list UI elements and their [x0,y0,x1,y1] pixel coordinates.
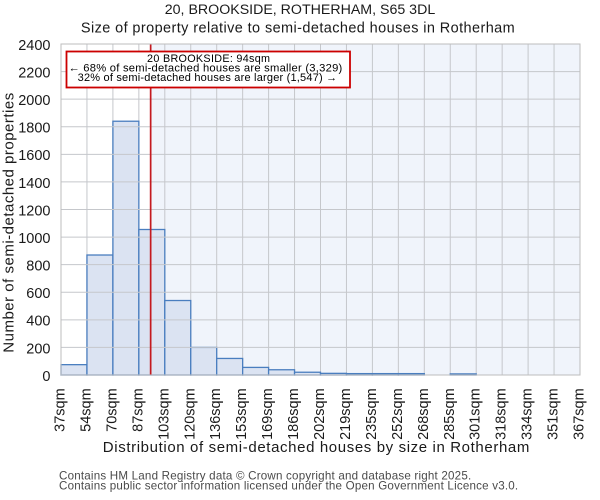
svg-text:70sqm: 70sqm [104,388,120,432]
svg-text:2400: 2400 [18,38,50,54]
svg-text:600: 600 [26,286,50,302]
svg-text:367sqm: 367sqm [572,388,588,440]
svg-text:Contains HM Land Registry data: Contains HM Land Registry data © Crown c… [59,470,471,483]
svg-text:219sqm: 219sqm [338,388,354,440]
svg-text:268sqm: 268sqm [416,388,432,440]
svg-text:351sqm: 351sqm [546,388,562,440]
svg-text:1200: 1200 [18,203,50,219]
svg-text:800: 800 [26,259,50,275]
svg-text:← 68% of semi-detached houses: ← 68% of semi-detached houses are smalle… [68,63,342,75]
svg-text:20 BROOKSIDE: 94sqm: 20 BROOKSIDE: 94sqm [147,53,270,65]
svg-text:32% of semi-detached houses ar: 32% of semi-detached houses are larger (… [78,72,338,84]
svg-text:1800: 1800 [18,121,50,137]
svg-text:Distribution of semi-detached: Distribution of semi-detached houses by … [103,439,530,456]
svg-text:202sqm: 202sqm [312,388,328,440]
svg-text:1600: 1600 [18,148,50,164]
svg-text:20, BROOKSIDE, ROTHERHAM, S65: 20, BROOKSIDE, ROTHERHAM, S65 3DL [165,2,436,18]
svg-text:120sqm: 120sqm [182,388,198,440]
svg-text:37sqm: 37sqm [53,388,69,432]
svg-text:87sqm: 87sqm [130,388,146,432]
svg-text:169sqm: 169sqm [260,388,276,440]
svg-text:334sqm: 334sqm [520,388,536,440]
svg-text:318sqm: 318sqm [494,388,510,440]
svg-text:2000: 2000 [18,93,50,109]
svg-text:1400: 1400 [18,176,50,192]
svg-text:1000: 1000 [18,231,50,247]
svg-text:301sqm: 301sqm [468,388,484,440]
svg-text:285sqm: 285sqm [442,388,458,440]
svg-text:Contains public sector informa: Contains public sector information licen… [59,480,518,493]
svg-text:103sqm: 103sqm [156,388,172,440]
svg-text:136sqm: 136sqm [208,388,224,440]
svg-text:Number of semi-detached proper: Number of semi-detached properties [1,92,18,352]
svg-text:153sqm: 153sqm [234,388,250,440]
svg-text:252sqm: 252sqm [390,388,406,440]
svg-text:400: 400 [26,314,50,330]
svg-text:200: 200 [26,341,50,357]
svg-text:54sqm: 54sqm [78,388,94,432]
svg-text:Size of property relative to s: Size of property relative to semi-detach… [81,21,515,37]
svg-text:0: 0 [42,369,50,385]
svg-text:186sqm: 186sqm [286,388,302,440]
svg-text:2200: 2200 [18,65,50,81]
svg-text:235sqm: 235sqm [364,388,380,440]
